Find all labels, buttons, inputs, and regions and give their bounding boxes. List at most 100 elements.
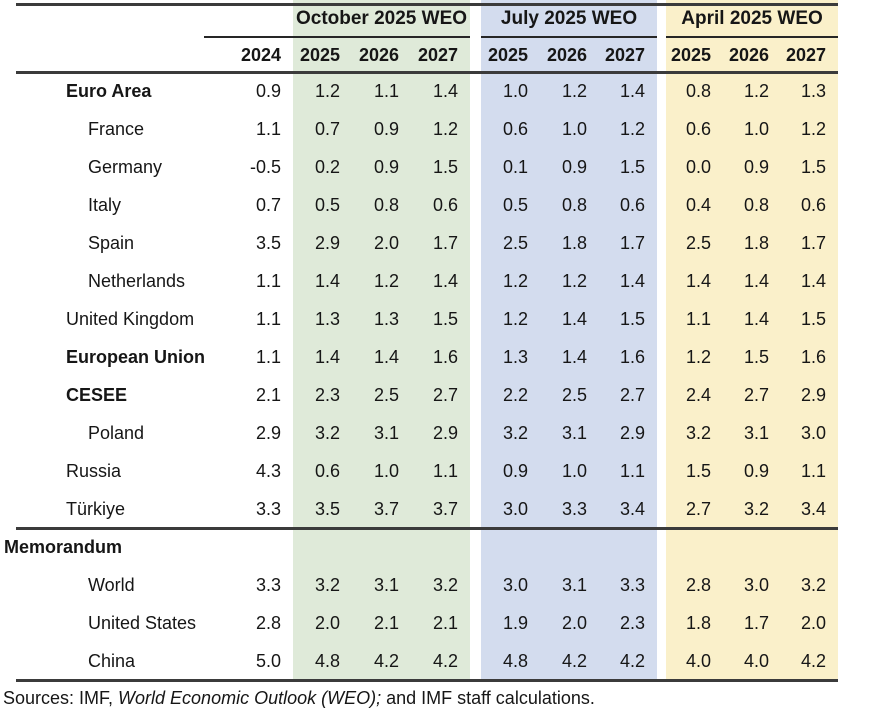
- cell-apr-2025: 0.8: [686, 80, 712, 101]
- cell-jul-2027: 1.7: [620, 232, 646, 253]
- cell-jul-2027: 1.5: [620, 308, 646, 329]
- cell-oct-2026: 2.1: [373, 612, 399, 633]
- row-label: France: [88, 118, 145, 139]
- source-note: Sources: IMF, World Economic Outlook (WE…: [3, 688, 595, 709]
- cell-apr-2026: 1.8: [744, 232, 770, 253]
- row-label: Italy: [88, 194, 122, 215]
- row-label: Poland: [88, 422, 145, 443]
- cell-oct-2026: 0.8: [373, 194, 399, 215]
- column-header-jul-2025: 2025: [487, 44, 529, 65]
- row-label: United Kingdom: [66, 308, 195, 329]
- cell-jul-2026: 3.1: [561, 422, 588, 443]
- right-margin-cell: [838, 38, 874, 72]
- cell-oct-2027: 1.5: [432, 308, 459, 329]
- cell-oct-2025: 1.3: [314, 308, 340, 329]
- cell-jul-2025: 1.9: [502, 612, 529, 633]
- group-gap: [470, 186, 481, 224]
- cell-2024: 3.3: [255, 498, 281, 519]
- right-margin-cell: [838, 376, 874, 414]
- row-label: European Union: [66, 346, 205, 367]
- cell-jul-2027: 3.3: [620, 574, 646, 595]
- cell-jul-2027: 1.5: [620, 156, 646, 177]
- cell-oct-2027: [411, 528, 470, 566]
- group-gap: [657, 224, 666, 262]
- cell-2024: 2.9: [255, 422, 281, 443]
- table-row: Russia 4.3 0.6 1.0 1.1 0.9 1.0 1.1 1.5 0.9 1.1: [0, 452, 874, 490]
- cell-jul-2025: 0.1: [502, 156, 529, 177]
- group-gap: [657, 72, 666, 110]
- cell-apr-2027: 0.6: [801, 194, 827, 215]
- cell-apr-2026: 1.5: [744, 346, 770, 367]
- cell-apr-2025: 1.1: [686, 308, 712, 329]
- cell-jul-2025: 1.2: [502, 270, 529, 291]
- group-gap: [470, 604, 481, 642]
- cell-jul-2026: 1.8: [561, 232, 588, 253]
- source-note-suffix: and IMF staff calculations.: [381, 688, 595, 708]
- cell-jul-2025: 1.2: [502, 308, 529, 329]
- row-label: Netherlands: [88, 270, 186, 291]
- group-gap: [657, 566, 666, 604]
- cell-2024: [210, 528, 293, 566]
- cell-oct-2025: 2.9: [314, 232, 340, 253]
- group-gap: [470, 528, 481, 566]
- group-gap: [657, 452, 666, 490]
- table-row: United States 2.8 2.0 2.1 2.1 1.9 2.0 2.3 1.8 1.7…: [0, 604, 874, 642]
- column-header-jul-2026: 2026: [546, 44, 588, 65]
- table-row: Italy 0.7 0.5 0.8 0.6 0.5 0.8 0.6 0.4 0.8 0.6: [0, 186, 874, 224]
- cell-apr-2025: 0.6: [686, 118, 712, 139]
- cell-oct-2027: 0.6: [432, 194, 459, 215]
- group-gap: [470, 338, 481, 376]
- group-gap: [470, 566, 481, 604]
- table-row: France 1.1 0.7 0.9 1.2 0.6 1.0 1.2 0.6 1.0 1.2: [0, 110, 874, 148]
- right-margin-cell: [838, 452, 874, 490]
- cell-apr-2025: [666, 528, 723, 566]
- column-header-oct-2026: 2026: [358, 44, 399, 65]
- right-margin-cell: [838, 604, 874, 642]
- right-margin-cell: [838, 414, 874, 452]
- cell-apr-2027: 2.9: [801, 384, 827, 405]
- group-gap: [657, 414, 666, 452]
- table-row: Memorandum: [0, 528, 874, 566]
- group-header-row: October 2025 WEO July 2025 WEO April 202…: [0, 0, 874, 38]
- cell-jul-2025: 2.2: [502, 384, 529, 405]
- right-margin-cell: [838, 566, 874, 604]
- column-header-oct-2025: 2025: [299, 44, 340, 65]
- cell-oct-2027: 1.4: [432, 270, 459, 291]
- cell-oct-2025: 0.6: [314, 460, 340, 481]
- cell-jul-2026: [540, 528, 599, 566]
- cell-oct-2026: 1.3: [373, 308, 399, 329]
- cell-jul-2026: 1.0: [561, 118, 588, 139]
- cell-2024: 1.1: [255, 308, 281, 329]
- cell-2024: 5.0: [255, 650, 281, 671]
- cell-apr-2026: 3.2: [744, 498, 770, 519]
- group-gap: [470, 490, 481, 528]
- table-body-memorandum: Memorandum World 3.3 3.2 3.1 3.2 3.0 3.1 3.3 2.8 3…: [0, 528, 874, 680]
- cell-oct-2026: [352, 528, 411, 566]
- cell-apr-2026: 3.0: [744, 574, 770, 595]
- group-gap: [657, 300, 666, 338]
- cell-jul-2026: 1.2: [561, 270, 588, 291]
- column-group-october-2025-weo: October 2025 WEO: [295, 8, 468, 29]
- july-weo-highlight-band: [481, 0, 657, 681]
- cell-jul-2027: 0.6: [620, 194, 646, 215]
- october-weo-highlight-band: [293, 0, 470, 681]
- cell-2024: 1.1: [255, 270, 281, 291]
- cell-oct-2026: 2.5: [373, 384, 399, 405]
- cell-jul-2027: 4.2: [620, 650, 646, 671]
- cell-oct-2027: 1.2: [432, 118, 459, 139]
- row-label: CESEE: [66, 384, 128, 405]
- row-label: Türkiye: [66, 498, 126, 519]
- cell-apr-2026: 2.7: [744, 384, 770, 405]
- cell-apr-2027: 1.5: [801, 156, 827, 177]
- column-group-july-2025-weo: July 2025 WEO: [500, 8, 638, 29]
- cell-oct-2026: 3.1: [373, 422, 399, 443]
- right-margin-cell: [838, 186, 874, 224]
- column-header-2024: 2024: [240, 44, 281, 65]
- cell-apr-2027: 4.2: [801, 650, 827, 671]
- cell-oct-2026: 1.0: [373, 460, 399, 481]
- table-row: Germany -0.5 0.2 0.9 1.5 0.1 0.9 1.5 0.0 0.9 1.5: [0, 148, 874, 186]
- group-gap: [657, 262, 666, 300]
- right-margin-cell: [838, 224, 874, 262]
- group-gap: [470, 72, 481, 110]
